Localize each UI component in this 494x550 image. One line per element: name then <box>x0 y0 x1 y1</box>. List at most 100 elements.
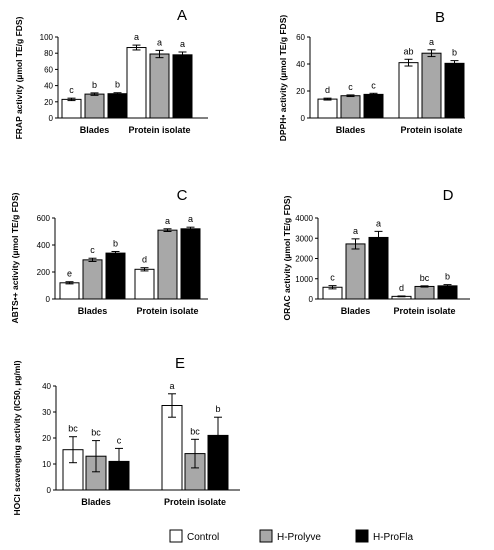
y-tick-label: 200 <box>37 268 51 277</box>
significance-letter: b <box>215 404 220 414</box>
significance-letter: b <box>445 272 450 282</box>
bar-h-profla <box>437 285 458 300</box>
y-tick-label: 20 <box>42 434 51 443</box>
category-label: Protein isolate <box>136 306 198 316</box>
y-tick-label: 40 <box>296 60 305 69</box>
significance-letter: bc <box>190 426 200 436</box>
significance-letter: c <box>348 82 353 92</box>
significance-letter: a <box>429 37 434 47</box>
significance-letter: b <box>115 80 120 90</box>
bar-control <box>317 98 338 119</box>
significance-letter: c <box>90 245 95 255</box>
significance-letter: d <box>142 255 147 265</box>
category-label: Blades <box>78 306 108 316</box>
significance-letter: c <box>69 85 74 95</box>
y-tick-label: 0 <box>47 486 52 495</box>
bar-control <box>126 47 147 119</box>
panel-label: C <box>177 187 188 204</box>
chart-panel-a: 0 20 40 60 80 100 FRAP activity (µmol TE/g FDS… <box>14 7 208 139</box>
bar-h-profla <box>107 93 128 119</box>
category-label: Protein isolate <box>164 497 226 507</box>
significance-letter: a <box>169 381 174 391</box>
bar-h-prolyve <box>421 52 442 119</box>
significance-letter: bc <box>420 273 430 283</box>
significance-letter: a <box>180 39 185 49</box>
y-tick-label: 0 <box>46 295 51 304</box>
category-label: Blades <box>336 125 366 135</box>
category-label: Blades <box>80 125 110 135</box>
significance-letter: ab <box>403 46 413 56</box>
legend-label: H-Prolyve <box>277 532 321 543</box>
bar-h-profla <box>105 252 126 300</box>
y-tick-label: 80 <box>44 49 53 58</box>
y-tick-label: 100 <box>40 33 54 42</box>
bar-h-prolyve <box>84 93 105 119</box>
bar-h-profla <box>180 228 201 300</box>
significance-letter: b <box>113 238 118 248</box>
significance-letter: a <box>353 226 358 236</box>
bar-control <box>134 268 155 300</box>
significance-letter: b <box>452 48 457 58</box>
category-label: Protein isolate <box>128 125 190 135</box>
significance-letter: c <box>330 273 335 283</box>
significance-letter: d <box>325 85 330 95</box>
legend-label: H-ProFla <box>373 532 413 543</box>
y-tick-label: 400 <box>37 241 51 250</box>
category-label: Protein isolate <box>400 125 462 135</box>
y-tick-label: 600 <box>37 214 51 223</box>
y-tick-label: 0 <box>49 114 54 123</box>
y-tick-label: 2000 <box>295 255 313 264</box>
significance-letter: e <box>67 269 72 279</box>
bar-h-prolyve <box>149 53 170 119</box>
bar-h-profla <box>172 54 193 119</box>
significance-letter: a <box>165 216 170 226</box>
y-axis-label: HOCl scavenging activity (IC50, µg/ml) <box>12 360 22 515</box>
y-tick-label: 3000 <box>295 234 313 243</box>
chart-panel-e: 0 10 20 30 40 HOCl scavenging activity (IC50,… <box>12 355 240 516</box>
bar-control <box>398 62 419 119</box>
y-tick-label: 0 <box>309 295 314 304</box>
bar-h-prolyve <box>340 95 361 119</box>
panel-label: B <box>435 9 445 26</box>
significance-letter: b <box>92 80 97 90</box>
y-tick-label: 0 <box>301 114 306 123</box>
chart-panel-b: 0 20 40 60 DPPH• activity (µmol TE/g FDS) Bd c… <box>278 9 465 141</box>
y-tick-label: 40 <box>42 382 51 391</box>
legend: Control H-Prolyve H-ProFla <box>169 529 413 543</box>
y-axis-label: ORAC activity (µmol TE/g FDS) <box>282 195 292 320</box>
y-tick-label: 10 <box>42 460 51 469</box>
y-axis-label: FRAP activity (µmol TE/g FDS) <box>14 16 24 139</box>
legend-swatch-h-profla <box>355 529 369 543</box>
bar-h-prolyve <box>345 243 366 300</box>
significance-letter: a <box>134 32 139 42</box>
category-label: Protein isolate <box>393 306 455 316</box>
panel-label: A <box>177 7 187 24</box>
legend-swatch-control <box>169 529 183 543</box>
y-tick-label: 1000 <box>295 275 313 284</box>
category-label: Blades <box>341 306 371 316</box>
y-axis-label: ABTS•+ activity (µmol TE/g FDS) <box>10 192 20 323</box>
bar-control <box>59 282 80 300</box>
panel-label: D <box>443 187 454 204</box>
significance-letter: a <box>376 218 381 228</box>
bar-h-prolyve <box>157 229 178 300</box>
significance-letter: d <box>399 283 404 293</box>
y-tick-label: 20 <box>296 87 305 96</box>
panel-label: E <box>175 355 185 372</box>
chart-panel-c: 0 200 400 600 ABTS•+ activity (µmol TE/g FDS… <box>10 187 208 323</box>
legend-label: Control <box>187 532 219 543</box>
significance-letter: a <box>188 214 193 224</box>
significance-letter: bc <box>91 428 101 438</box>
bar-h-prolyve <box>414 285 435 300</box>
bar-h-profla <box>444 62 465 119</box>
y-tick-label: 30 <box>42 408 51 417</box>
y-tick-label: 20 <box>44 98 53 107</box>
bar-control <box>161 405 183 491</box>
y-tick-label: 60 <box>296 33 305 42</box>
bar-h-profla <box>368 236 389 300</box>
significance-letter: bc <box>68 424 78 434</box>
significance-letter: c <box>371 80 376 90</box>
significance-letter: a <box>157 37 162 47</box>
